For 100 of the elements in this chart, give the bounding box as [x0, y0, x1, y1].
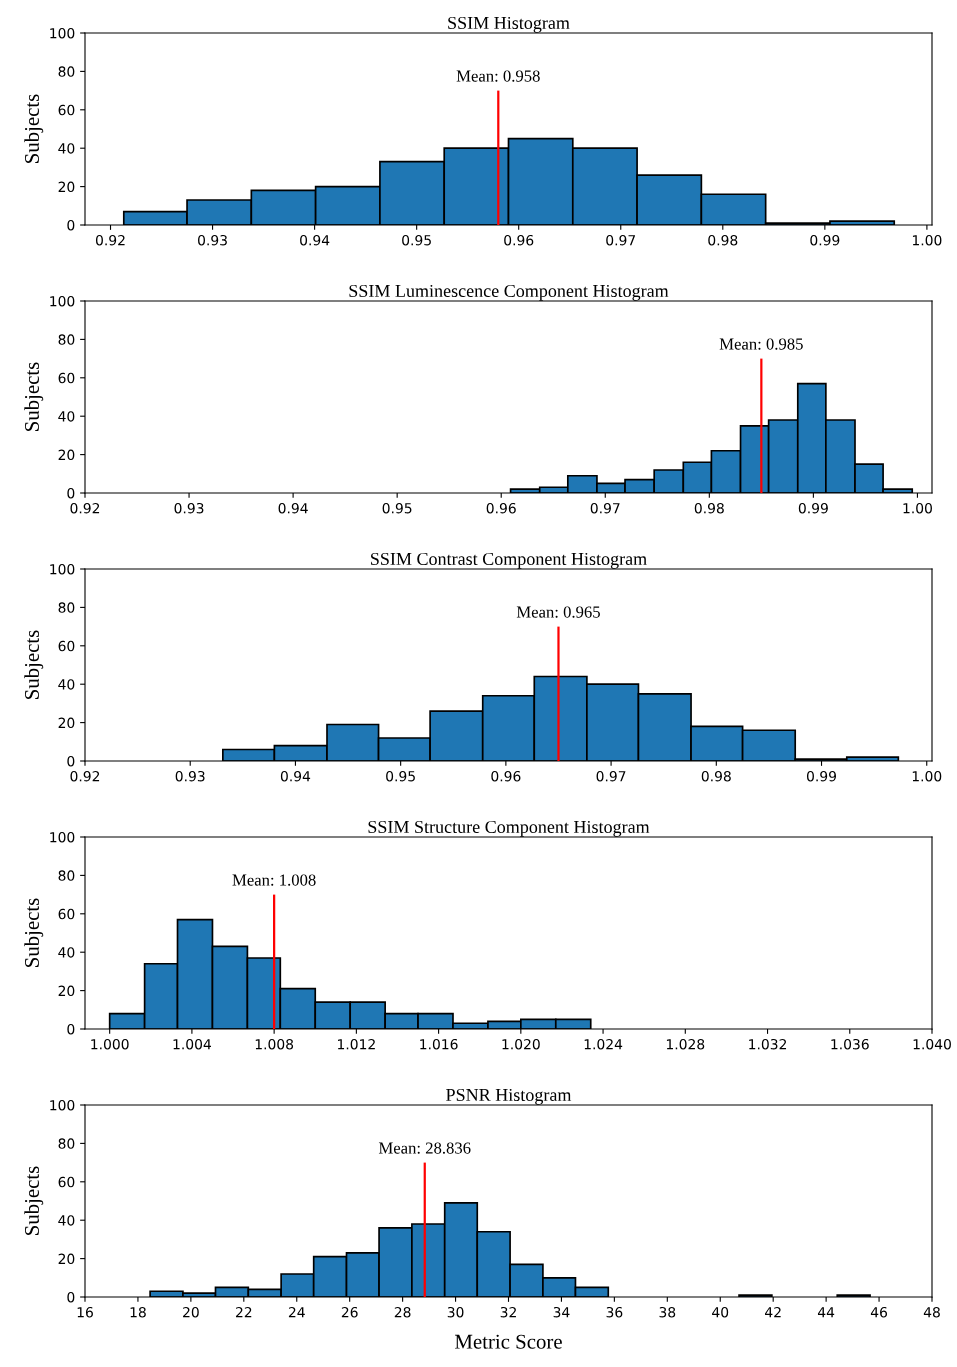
chart-title: PSNR Histogram: [446, 1088, 572, 1105]
x-tick-label: 1.00: [912, 234, 942, 246]
x-tick-label: 46: [870, 1306, 888, 1318]
y-tick-label: 0: [67, 1291, 75, 1303]
x-tick-label: 0.97: [596, 770, 626, 782]
x-tick-label: 24: [288, 1306, 305, 1318]
y-tick-label: 80: [58, 1138, 75, 1149]
x-tick-label: 48: [923, 1306, 940, 1318]
y-tick-label: 100: [50, 563, 75, 575]
y-tick-label: 0: [67, 1023, 75, 1035]
x-tick-label: 18: [130, 1306, 146, 1318]
annotation: Mean: 1.008: [232, 874, 316, 886]
y-tick-label: 80: [58, 334, 75, 345]
x-tick-label: 38: [659, 1306, 676, 1318]
y-tick-label: 100: [50, 295, 75, 307]
x-tick-label: 0.95: [382, 502, 412, 514]
x-tick-label: 0.98: [701, 770, 731, 782]
x-tick-label: 0.97: [606, 234, 636, 246]
y-axis-title: Subjects: [24, 1166, 44, 1235]
x-tick-label: 1.024: [584, 1038, 623, 1050]
y-tick-label: 100: [50, 27, 75, 39]
x-tick-label: 22: [235, 1306, 252, 1318]
x-tick-label: 28: [394, 1306, 411, 1318]
y-tick-label: 60: [58, 640, 75, 652]
y-tick-label: 60: [58, 372, 75, 384]
y-tick-label: 60: [58, 908, 75, 920]
x-tick-label: 0.98: [694, 502, 724, 514]
x-tick-label: 0.94: [280, 770, 311, 782]
x-tick-label: 0.92: [70, 502, 100, 514]
x-tick-label: 0.92: [95, 234, 125, 246]
chart-title: SSIM Contrast Component Histogram: [371, 552, 647, 569]
annotation: Mean: 28.836: [378, 1142, 471, 1154]
y-tick-label: 0: [67, 219, 75, 231]
x-tick-label: 0.94: [300, 234, 330, 246]
x-tick-label: 0.93: [198, 234, 227, 246]
chart-title: SSIM Luminescence Component Histogram: [349, 284, 669, 301]
x-tick-label: 42: [765, 1306, 781, 1318]
y-axis-title: Subjects: [24, 898, 44, 967]
y-tick-label: 40: [58, 947, 75, 958]
x-tick-label: 0.94: [278, 502, 308, 514]
y-tick-label: 40: [58, 411, 75, 422]
x-tick-label: 0.93: [174, 502, 204, 514]
x-tick-label: 1.012: [338, 1038, 375, 1050]
x-tick-label: 0.96: [504, 234, 534, 246]
x-tick-label: 0.95: [386, 770, 415, 782]
y-tick-label: 60: [58, 1176, 75, 1188]
annotation: Mean: 0.965: [516, 606, 600, 618]
x-tick-label: 34: [553, 1306, 570, 1318]
x-tick-label: 40: [712, 1306, 729, 1318]
annotation: Mean: 0.958: [456, 70, 540, 82]
x-tick-label: 0.96: [491, 770, 521, 782]
y-tick-label: 40: [58, 143, 75, 154]
y-tick-label: 80: [58, 870, 75, 881]
x-tick-label: 1.008: [255, 1038, 294, 1050]
x-tick-label: 1.00: [903, 502, 932, 514]
y-tick-label: 100: [50, 1099, 75, 1111]
chart-title: SSIM Structure Component Histogram: [368, 820, 650, 837]
x-tick-label: 0.93: [175, 770, 205, 782]
x-tick-label: 0.92: [70, 770, 100, 782]
x-tick-label: 44: [817, 1307, 835, 1318]
x-tick-label: 1.036: [831, 1038, 869, 1050]
x-tick-label: 0.99: [810, 234, 840, 246]
x-axis-title: Metric Score: [455, 1334, 562, 1349]
y-tick-label: 20: [58, 449, 75, 461]
y-tick-label: 20: [58, 985, 75, 997]
y-tick-label: 0: [67, 755, 75, 767]
x-tick-label: 0.99: [806, 770, 837, 782]
y-tick-label: 80: [58, 602, 75, 613]
x-tick-label: 1.000: [91, 1038, 129, 1050]
y-axis-title: Subjects: [24, 630, 44, 699]
x-tick-label: 1.00: [912, 770, 942, 782]
x-tick-label: 1.028: [666, 1038, 705, 1050]
x-tick-label: 30: [447, 1306, 464, 1318]
x-tick-label: 1.016: [420, 1038, 458, 1050]
annotation: Mean: 0.985: [719, 338, 803, 350]
y-tick-label: 20: [58, 181, 75, 193]
y-tick-label: 100: [50, 831, 75, 843]
y-axis-title: Subjects: [24, 362, 44, 431]
x-tick-label: 32: [500, 1306, 516, 1318]
y-tick-label: 40: [58, 679, 75, 690]
y-tick-label: 0: [67, 487, 75, 499]
y-tick-label: 80: [58, 66, 75, 77]
x-tick-label: 0.98: [708, 234, 738, 246]
y-tick-label: 40: [58, 1215, 75, 1226]
x-tick-label: 0.97: [590, 502, 620, 514]
x-tick-label: 0.99: [798, 502, 828, 514]
y-tick-label: 20: [58, 1253, 75, 1265]
x-tick-label: 20: [183, 1306, 199, 1318]
x-tick-label: 1.032: [749, 1038, 787, 1050]
x-tick-label: 0.96: [486, 502, 516, 514]
chart-title: SSIM Histogram: [448, 16, 570, 33]
x-tick-label: 1.020: [502, 1038, 540, 1050]
y-axis-title: Subjects: [24, 94, 44, 163]
x-tick-label: 36: [606, 1306, 623, 1318]
x-tick-label: 1.004: [173, 1038, 211, 1050]
y-tick-label: 60: [58, 104, 75, 116]
x-tick-label: 16: [77, 1306, 93, 1318]
x-tick-label: 1.040: [913, 1038, 951, 1050]
x-tick-label: 26: [341, 1306, 358, 1318]
x-tick-label: 0.95: [402, 234, 431, 246]
